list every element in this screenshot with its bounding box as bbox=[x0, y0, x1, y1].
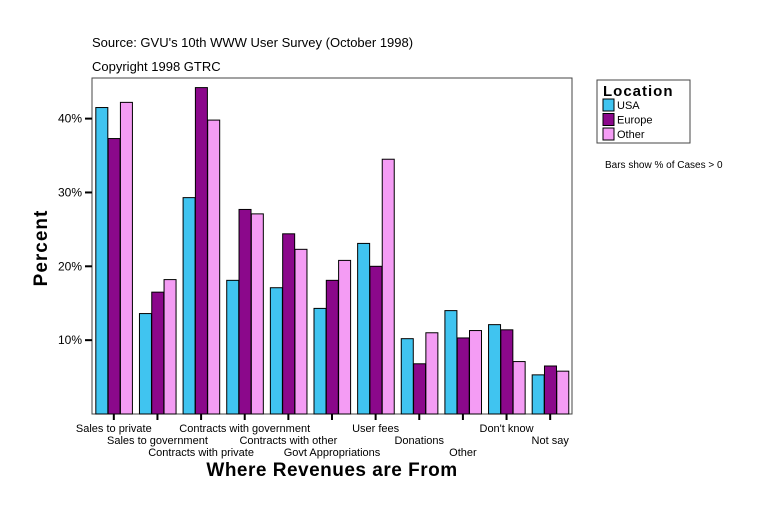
bar-other-5 bbox=[338, 259, 352, 415]
bar-europe-4 bbox=[282, 233, 296, 415]
bar-other-1 bbox=[163, 279, 177, 415]
bar-europe-7 bbox=[413, 363, 427, 415]
x-axis-title: Where Revenues are From bbox=[206, 460, 457, 481]
bar-usa-6 bbox=[357, 242, 371, 415]
source-text: Source: GVU's 10th WWW User Survey (Octo… bbox=[92, 35, 413, 50]
bar-other-2 bbox=[207, 119, 221, 415]
bar-usa-10 bbox=[531, 374, 545, 415]
bar-europe-1 bbox=[151, 291, 165, 415]
note-text: Bars show % of Cases > 0 bbox=[605, 160, 723, 171]
legend-swatch-other bbox=[602, 127, 615, 141]
bar-other-6 bbox=[381, 158, 395, 415]
bar-other-8 bbox=[469, 330, 483, 415]
legend-title: Location bbox=[603, 83, 674, 100]
legend-label: Other bbox=[617, 129, 645, 141]
bar-usa-0 bbox=[95, 107, 109, 415]
bar-other-4 bbox=[294, 248, 308, 415]
y-tick-label: 20% bbox=[58, 259, 82, 273]
x-tick-label: Govt Appropriations bbox=[284, 447, 381, 459]
x-tick-label: Not say bbox=[532, 435, 570, 447]
legend: Location USA Europe Other bbox=[596, 79, 691, 144]
y-tick-label: 10% bbox=[58, 333, 82, 347]
legend-label: USA bbox=[617, 100, 640, 112]
x-tick-label: Contracts with government bbox=[179, 423, 310, 435]
x-tick-label: User fees bbox=[352, 423, 400, 435]
bar-europe-6 bbox=[369, 265, 383, 415]
bar-europe-5 bbox=[325, 279, 339, 415]
bar-other-3 bbox=[250, 213, 264, 415]
x-tick-label: Donations bbox=[394, 435, 444, 447]
legend-swatch-europe bbox=[602, 113, 615, 126]
bar-other-0 bbox=[119, 101, 133, 415]
bar-europe-10 bbox=[543, 365, 557, 415]
bar-usa-1 bbox=[138, 313, 152, 415]
bar-usa-2 bbox=[182, 197, 196, 415]
y-tick-label: 40% bbox=[58, 112, 82, 126]
x-tick-label: Other bbox=[449, 447, 477, 459]
x-tick-label: Sales to private bbox=[76, 423, 152, 435]
copyright-text: Copyright 1998 GTRC bbox=[92, 59, 221, 74]
x-tick-label: Contracts with private bbox=[148, 447, 254, 459]
bar-usa-7 bbox=[400, 338, 414, 415]
y-axis-title: Percent bbox=[31, 210, 52, 287]
bar-europe-3 bbox=[238, 208, 252, 415]
x-tick-label: Contracts with other bbox=[239, 435, 337, 447]
bar-other-7 bbox=[425, 332, 439, 415]
x-tick-label: Don't know bbox=[480, 423, 534, 435]
bar-other-10 bbox=[556, 370, 570, 415]
y-tick-label: 30% bbox=[58, 185, 82, 199]
x-tick-label: Sales to government bbox=[107, 435, 208, 447]
bar-europe-8 bbox=[456, 337, 470, 415]
bar-europe-0 bbox=[107, 138, 121, 415]
legend-swatch-usa bbox=[602, 98, 615, 112]
bar-usa-9 bbox=[488, 324, 502, 415]
bar-usa-5 bbox=[313, 307, 327, 415]
legend-label: Europe bbox=[617, 115, 652, 127]
bar-europe-2 bbox=[194, 87, 208, 415]
bar-europe-9 bbox=[500, 329, 514, 415]
bar-usa-4 bbox=[269, 287, 283, 415]
bar-usa-8 bbox=[444, 310, 458, 415]
bar-other-9 bbox=[512, 361, 526, 415]
bar-usa-3 bbox=[226, 279, 240, 415]
